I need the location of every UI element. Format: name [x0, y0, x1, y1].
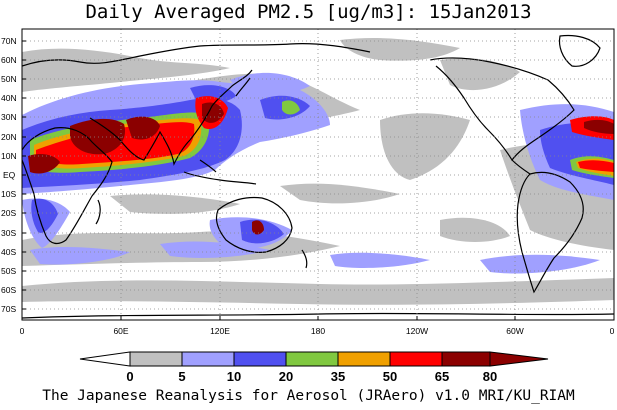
lon-label: 180 — [311, 326, 325, 336]
lon-label: 120E — [210, 326, 230, 336]
colorbar-segment — [389, 351, 443, 367]
lat-label: 60N — [1, 55, 17, 65]
colorbar-tick-label: 65 — [435, 369, 449, 384]
field-darkred-level — [28, 102, 614, 235]
colorbar-tick-label: 0 — [126, 369, 133, 384]
lon-label: 60E — [113, 326, 128, 336]
lon-label: 0 — [610, 326, 615, 336]
colorbar-tick-label: 50 — [383, 369, 397, 384]
lat-label: 30S — [1, 228, 16, 238]
map-gridlines — [22, 29, 614, 320]
colorbar — [79, 351, 549, 367]
colorbar-tick-label: 20 — [279, 369, 293, 384]
colorbar-tick-label: 35 — [331, 369, 345, 384]
lat-label: 10N — [1, 151, 17, 161]
lat-label: 20S — [1, 208, 16, 218]
colorbar-segment — [441, 351, 491, 367]
lat-label: 70N — [1, 36, 17, 46]
lon-label: 60W — [506, 326, 523, 336]
colorbar-segment — [181, 351, 235, 367]
colorbar-tick-label: 10 — [227, 369, 241, 384]
lat-label: 40S — [1, 247, 16, 257]
lat-label: 30N — [1, 112, 17, 122]
lat-label: 60S — [1, 285, 16, 295]
colorbar-segment — [129, 351, 183, 367]
axis-ticks — [22, 40, 516, 320]
coastlines — [22, 34, 614, 319]
colorbar-segment — [233, 351, 287, 367]
colorbar-tick-label: 80 — [483, 369, 497, 384]
lat-label: 50S — [1, 266, 16, 276]
colorbar-arrow-left — [79, 351, 131, 367]
colorbar-tick-label: 5 — [178, 369, 185, 384]
lat-label: 50N — [1, 74, 17, 84]
colorbar-segment — [285, 351, 339, 367]
lon-label: 120W — [406, 326, 428, 336]
longitude-labels: 0 60E 120E 180 120W 60W 0 — [20, 326, 615, 336]
lat-label: 20N — [1, 132, 17, 142]
map-title: Daily Averaged PM2.5 [ug/m3]: 15Jan2013 — [85, 1, 532, 23]
pm25-field — [22, 34, 614, 319]
lat-label: EQ — [3, 170, 16, 180]
lon-label: 0 — [20, 326, 25, 336]
latitude-labels: 70N 60N 50N 40N 30N 20N 10N EQ 10S 20S 3… — [1, 36, 17, 314]
lat-label: 70S — [1, 304, 16, 314]
colorbar-segment — [337, 351, 391, 367]
colorbar-arrow-right — [489, 351, 549, 367]
lat-label: 40N — [1, 93, 17, 103]
map-footer-credit: The Japanese Reanalysis for Aerosol (JRA… — [42, 388, 575, 404]
lat-label: 10S — [1, 189, 16, 199]
colorbar-tick-labels: 0 5 10 20 35 50 65 80 — [126, 369, 497, 384]
